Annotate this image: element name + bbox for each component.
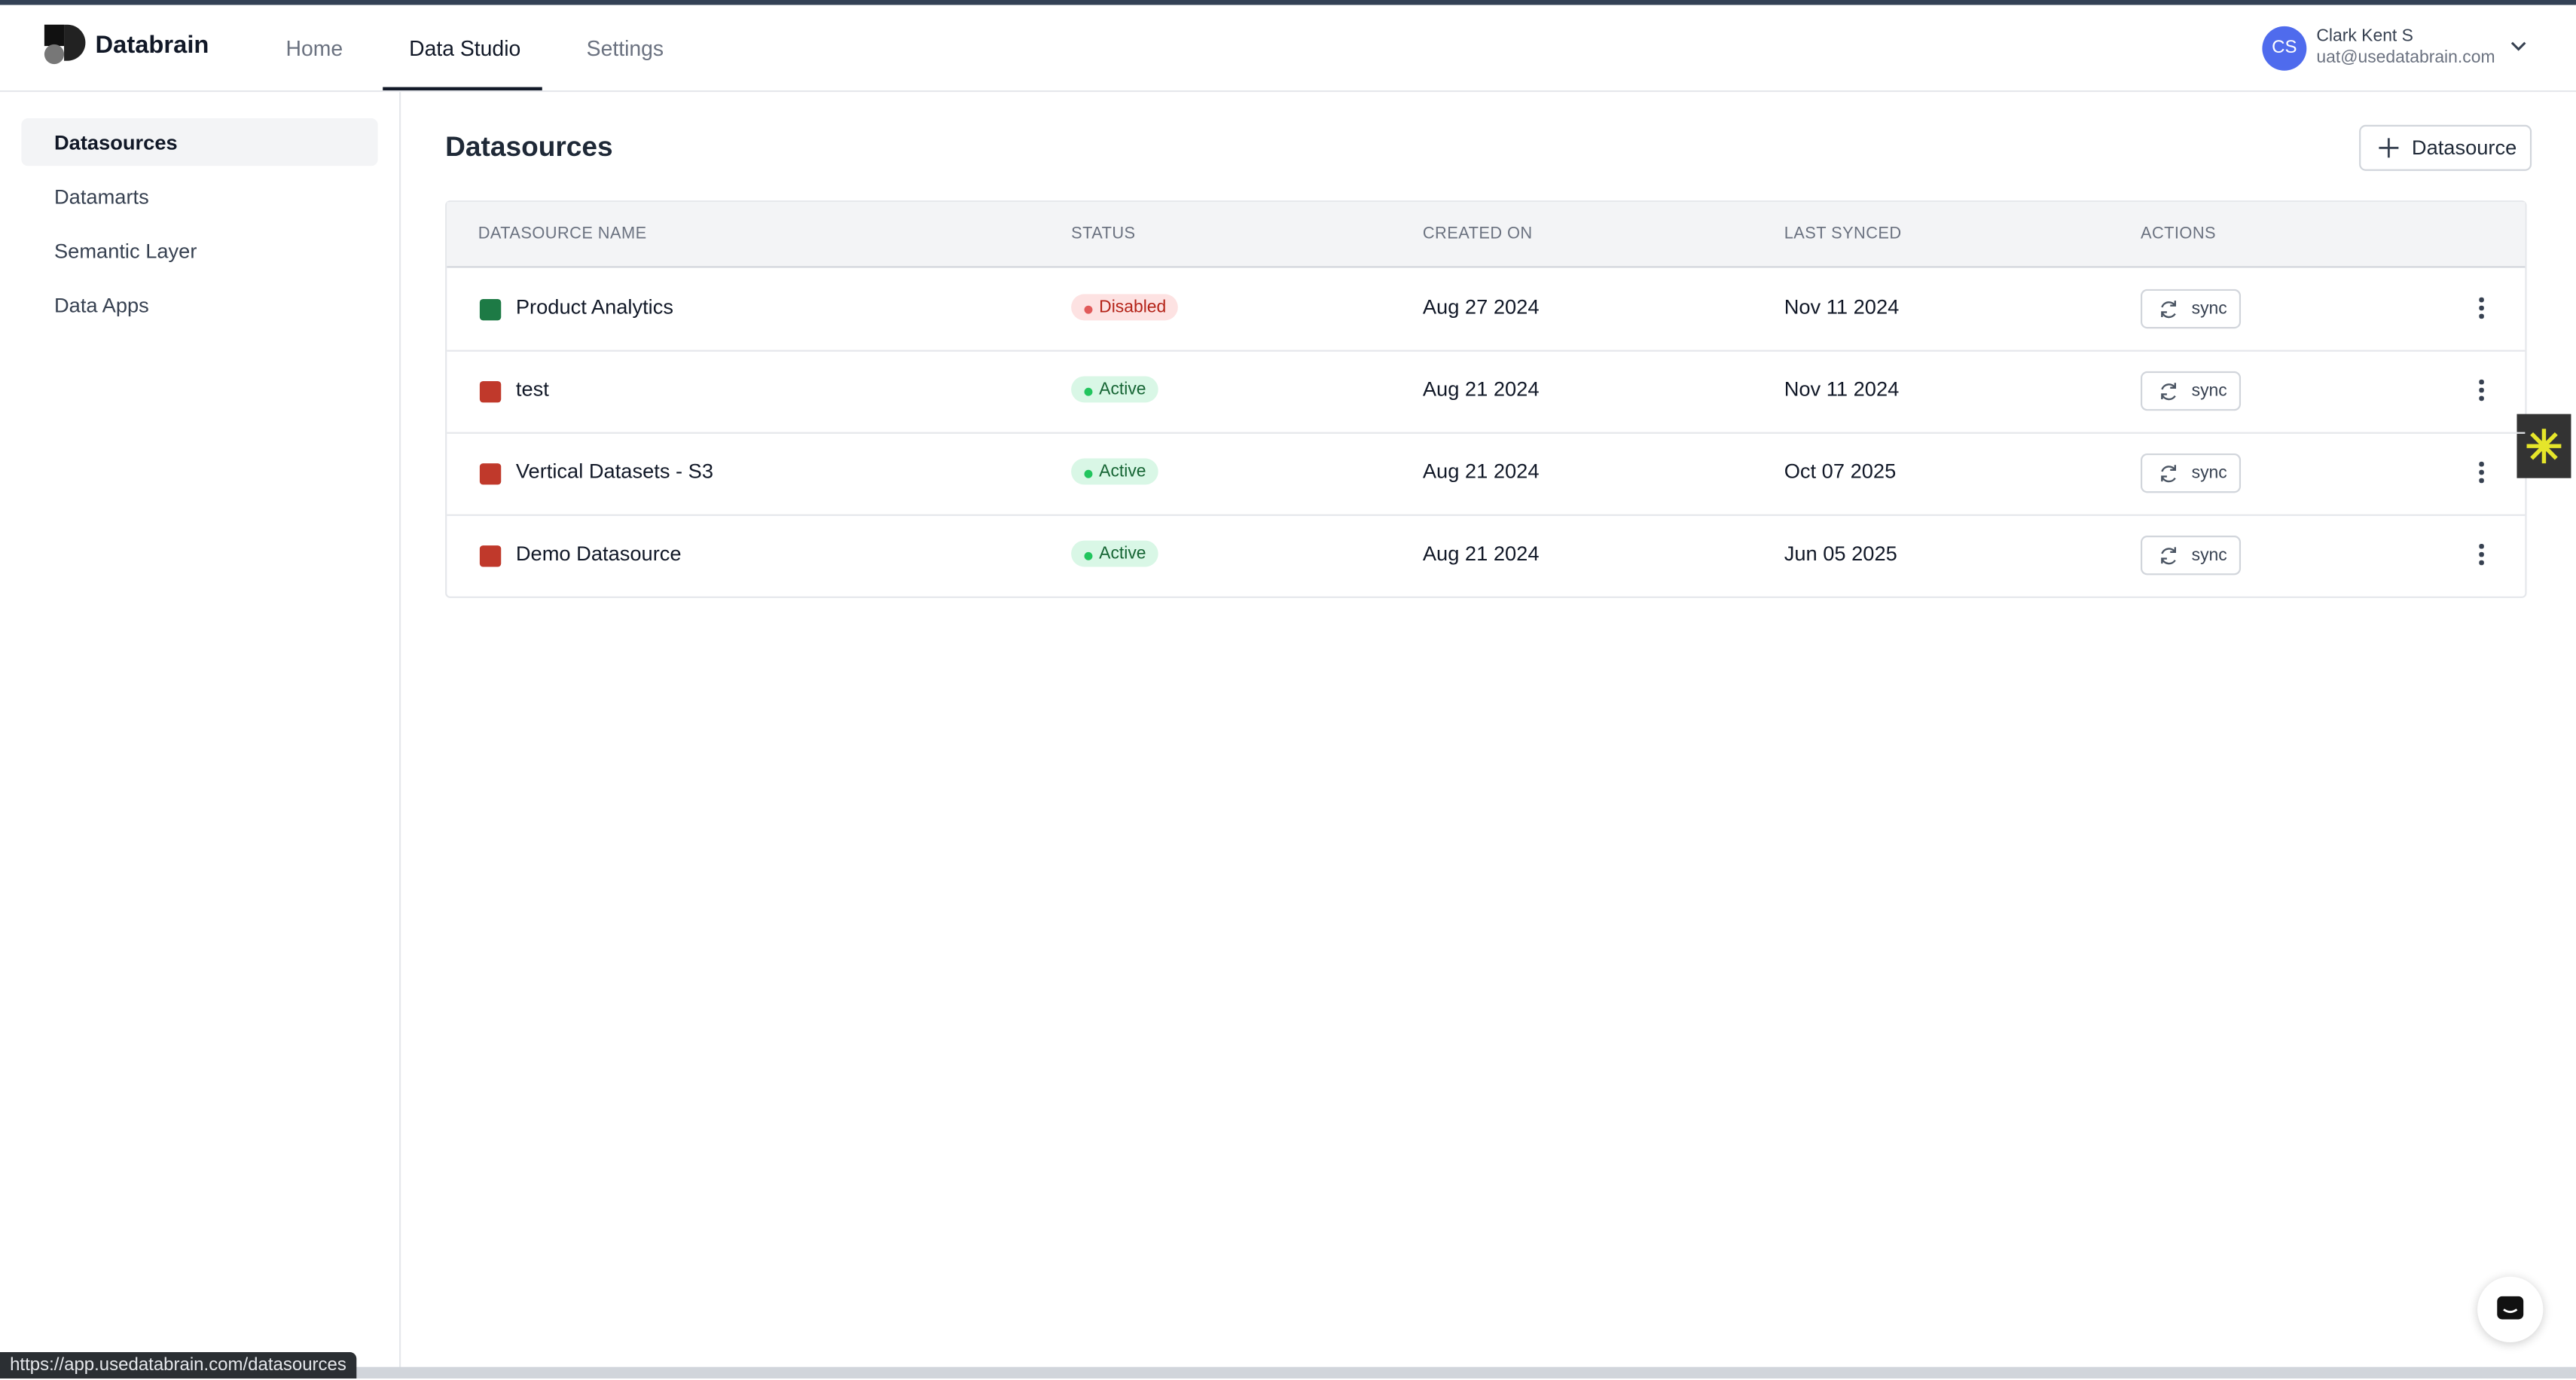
- sync-label: sync: [2191, 545, 2227, 566]
- sidebar-item[interactable]: Datamarts: [53, 185, 149, 209]
- brand[interactable]: Databrain: [95, 31, 209, 60]
- nav-data-studio[interactable]: Data Studio: [409, 35, 521, 61]
- row-menu[interactable]: [2477, 297, 2484, 321]
- column-header: STATUS: [1071, 224, 1136, 243]
- created-on: Aug 21 2024: [1422, 377, 1540, 401]
- avatar[interactable]: CS: [2262, 26, 2307, 71]
- datasource-name[interactable]: Demo Datasource: [515, 542, 682, 566]
- status-dot: [1084, 305, 1093, 314]
- column-header: LAST SYNCED: [1784, 224, 1902, 243]
- column-header: CREATED ON: [1422, 224, 1533, 243]
- datasource-icon: [479, 463, 502, 485]
- status-dot: [1084, 469, 1093, 478]
- created-on: Aug 27 2024: [1422, 295, 1540, 319]
- status-badge: Disabled: [1071, 294, 1178, 321]
- menu-dot: [2479, 387, 2483, 392]
- logo: [44, 24, 86, 65]
- created-on: Aug 21 2024: [1422, 459, 1540, 484]
- nav-underline: [383, 87, 542, 90]
- table-header: [447, 202, 2526, 268]
- status-dot: [1084, 387, 1093, 396]
- datasource-icon: [479, 381, 502, 403]
- datasource-name[interactable]: Product Analytics: [515, 295, 674, 319]
- status-dot: [1084, 551, 1093, 560]
- datasource-icon: [479, 298, 502, 321]
- column-header: ACTIONS: [2140, 224, 2217, 243]
- chat-icon: [2497, 1296, 2524, 1320]
- row-divider: [447, 514, 2526, 516]
- user-chevron[interactable]: [2509, 39, 2529, 52]
- sync-label: sync: [2191, 463, 2227, 484]
- row-divider: [447, 432, 2526, 434]
- datasource-icon: [479, 545, 502, 567]
- sidebar-item[interactable]: Datasources: [53, 131, 178, 155]
- last-synced: Jun 05 2025: [1784, 542, 1897, 566]
- chat-button[interactable]: [2477, 1276, 2544, 1342]
- column-header: DATASOURCE NAME: [478, 224, 647, 243]
- table: [445, 200, 2527, 598]
- menu-dot: [2479, 297, 2483, 302]
- top-bar: [0, 0, 2576, 5]
- menu-dot: [2479, 478, 2483, 483]
- sidebar-active-bg: [21, 118, 378, 166]
- sync-icon: [2161, 301, 2177, 319]
- menu-dot: [2479, 461, 2483, 466]
- last-synced: Oct 07 2025: [1784, 459, 1897, 484]
- sidebar-border: [399, 92, 401, 1378]
- menu-dot: [2479, 551, 2483, 557]
- sync-button[interactable]: sync: [2140, 371, 2242, 411]
- menu-dot: [2479, 543, 2483, 548]
- page-title: Datasources: [445, 131, 613, 163]
- add-button[interactable]: Datasource: [2359, 124, 2532, 171]
- user-name: Clark Kent S: [2316, 26, 2413, 47]
- sync-label: sync: [2191, 298, 2227, 319]
- sync-icon: [2161, 547, 2177, 565]
- scrollbar: [0, 1366, 2576, 1378]
- menu-dot: [2479, 560, 2483, 565]
- status-url: https://app.usedatabrain.com/datasources: [0, 1352, 356, 1378]
- last-synced: Nov 11 2024: [1784, 295, 1900, 319]
- menu-dot: [2479, 395, 2483, 401]
- nav-home[interactable]: Home: [285, 35, 343, 61]
- plus-icon: [2379, 138, 2399, 158]
- sync-label: sync: [2191, 381, 2227, 401]
- sync-button[interactable]: sync: [2140, 536, 2242, 576]
- widget-icon: [2526, 429, 2562, 464]
- row-menu[interactable]: [2477, 543, 2484, 567]
- datasource-name[interactable]: test: [515, 377, 549, 401]
- widget[interactable]: [2516, 414, 2571, 478]
- user-email: uat@usedatabrain.com: [2316, 47, 2495, 68]
- sync-icon: [2161, 465, 2177, 483]
- header-border: [0, 90, 2576, 93]
- menu-dot: [2479, 469, 2483, 475]
- status-badge: Active: [1071, 458, 1158, 485]
- row-menu[interactable]: [2477, 379, 2484, 403]
- row-divider: [447, 350, 2526, 352]
- menu-dot: [2479, 305, 2483, 310]
- sidebar-item[interactable]: Semantic Layer: [53, 240, 197, 263]
- add-button-label: Datasource: [2411, 136, 2517, 160]
- last-synced: Nov 11 2024: [1784, 377, 1900, 401]
- status-badge: Active: [1071, 540, 1158, 567]
- sync-button[interactable]: sync: [2140, 289, 2242, 329]
- sync-icon: [2161, 383, 2177, 401]
- status-badge: Active: [1071, 376, 1158, 403]
- sync-button[interactable]: sync: [2140, 453, 2242, 493]
- datasource-name[interactable]: Vertical Datasets - S3: [515, 459, 714, 484]
- row-menu[interactable]: [2477, 461, 2484, 485]
- nav-settings[interactable]: Settings: [586, 35, 664, 61]
- menu-dot: [2479, 313, 2483, 319]
- created-on: Aug 21 2024: [1422, 542, 1540, 566]
- menu-dot: [2479, 379, 2483, 384]
- sidebar-item[interactable]: Data Apps: [53, 294, 149, 317]
